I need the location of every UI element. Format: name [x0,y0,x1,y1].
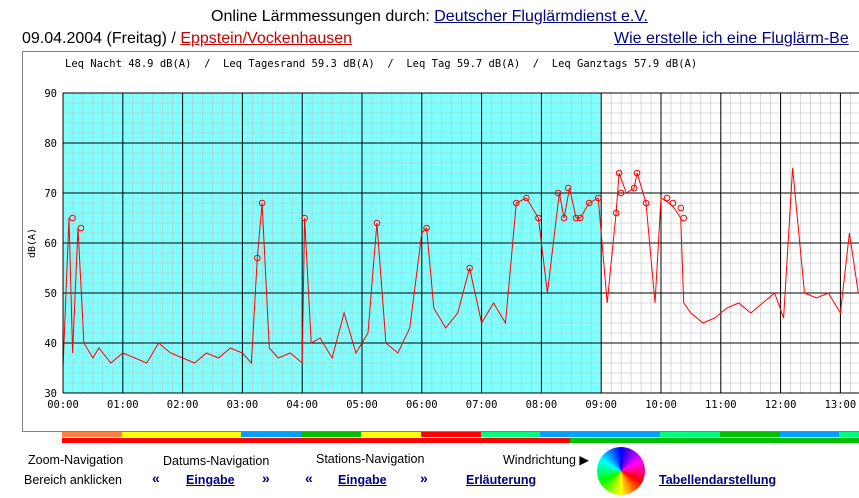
table-view-link[interactable]: Tabellendarstellung [659,473,777,487]
night-band-segment [62,438,571,443]
flight-event-marker [594,194,602,202]
hour-band-segment [181,432,242,437]
page-title: Online Lärmmessungen durch: Deutscher Fl… [0,8,859,26]
flight-event-marker [77,224,85,232]
hour-band-segment [659,432,720,437]
flight-event-marker [466,264,473,272]
zoom-nav-hint: Bereich anklicken [24,473,122,487]
x-tick-label: 12:00 [765,399,797,411]
stations-nav-label: Stations-Navigation [316,452,425,466]
x-tick-label: 07:00 [466,399,498,411]
x-tick-label: 00:00 [47,399,79,411]
hour-band-segment [779,432,840,437]
y-tick-label: 80 [44,138,57,150]
hour-band-segment [480,432,541,437]
erlaeuterung-link[interactable]: Erläuterung [466,473,537,487]
x-tick-label: 05:00 [346,399,378,411]
y-tick-label: 60 [44,238,57,250]
flight-event-marker [572,214,580,222]
hour-band-segment [600,432,660,437]
datums-nav-label: Datums-Navigation [163,454,270,468]
y-tick-label: 70 [44,188,57,200]
dfld-link[interactable]: Deutscher Fluglärmdienst e.V. [434,8,648,25]
hour-band-segment [420,432,481,437]
flight-event-marker [423,224,430,232]
y-axis-label: dB(A) [27,228,38,258]
datums-prev-button[interactable]: « [152,470,160,486]
day-band-segment [570,438,859,443]
flight-event-marker [677,204,685,212]
flight-event-marker [560,214,568,222]
flight-event-marker [633,169,641,177]
flight-event-marker [617,189,625,197]
hour-band-segment [241,432,302,437]
flight-event-marker [254,254,261,262]
hour-band-segment [301,432,361,437]
flight-event-marker [680,214,688,222]
x-tick-label: 03:00 [227,399,259,411]
y-tick-label: 40 [44,338,57,350]
leq-stats: Leq Nacht 48.9 dB(A) / Leq Tagesrand 59.… [65,58,698,70]
y-tick-label: 50 [44,288,57,300]
zoom-nav-label: Zoom-Navigation [28,453,124,467]
datums-next-button[interactable]: » [262,470,270,486]
hour-band-segment [360,432,421,437]
wind-rose-icon [597,447,645,495]
flight-event-marker [301,214,308,222]
flight-event-marker [612,209,620,217]
hour-band-top [62,432,859,437]
flight-event-marker [576,214,584,222]
x-tick-label: 10:00 [645,399,677,411]
x-tick-label: 13:00 [825,399,857,411]
flight-event-marker [585,199,593,207]
help-link[interactable]: Wie erstelle ich eine Fluglärm-Be [614,30,849,47]
datums-input-link[interactable]: Eingabe [186,473,235,487]
stations-input-link[interactable]: Eingabe [338,473,387,487]
y-tick-label: 90 [44,88,57,100]
flight-event-marker [258,199,266,207]
flight-event-marker [663,194,671,202]
noise-level-series [62,167,859,369]
flight-event-marker [630,184,638,192]
noise-chart[interactable]: Leq Nacht 48.9 dB(A) / Leq Tagesrand 59.… [22,51,859,432]
x-tick-label: 08:00 [526,399,558,411]
hour-band-segment [121,432,182,437]
flight-event-marker [523,194,530,202]
date-label: 09.04.2004 (Freitag) / [22,30,176,47]
flight-event-marker [642,199,650,207]
hour-band-segment [62,432,122,437]
x-tick-label: 09:00 [585,399,617,411]
y-tick-label: 30 [44,388,57,400]
hour-band-bottom [62,438,859,443]
hour-band-segment [719,432,780,437]
chart-svg[interactable]: 00:00 01:00 02:00 03:00 04:00 05:00 06:00 07:00… [23,52,859,432]
flight-event-marker [669,199,677,207]
x-tick-label: 04:00 [286,399,318,411]
station-link[interactable]: Eppstein/Vockenhausen [180,30,353,47]
flight-event-marker [615,169,623,177]
flight-event-marker [373,219,381,227]
hour-band-segment [540,432,601,437]
title-text: Online Lärmmessungen durch: [211,8,430,25]
x-tick-label: 11:00 [705,399,737,411]
flight-event-marker [565,184,572,192]
x-tick-label: 06:00 [406,399,438,411]
flight-event-marker [512,199,520,207]
flight-event-marker [554,189,562,197]
x-tick-label: 02:00 [167,399,199,411]
wind-direction-label: Windrichtung ▶ [503,453,590,467]
stations-prev-button[interactable]: « [305,470,313,486]
flight-event-marker [535,214,542,222]
stations-next-button[interactable]: » [420,470,428,486]
date-station-line: 09.04.2004 (Freitag) / Eppstein/Vockenha… [22,30,352,48]
x-tick-label: 01:00 [107,399,139,411]
hour-band-segment [839,432,859,437]
flight-event-marker [69,214,76,222]
